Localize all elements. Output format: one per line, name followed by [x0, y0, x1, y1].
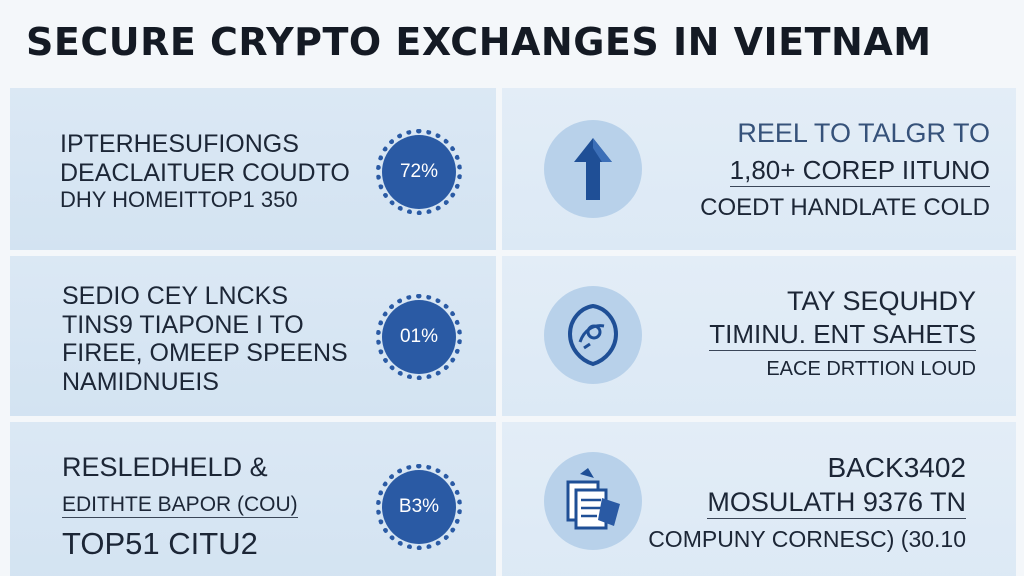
shield-coin-icon: [544, 286, 642, 384]
documents-icon: [544, 452, 642, 550]
card-line: EDITHTE BAPOR (COU): [62, 487, 298, 518]
card-line: TOP51 CITU2: [62, 525, 258, 561]
card-line: EACE DRTTION LOUD: [766, 357, 976, 380]
card-line: 1,80+ COREP IITUNO: [700, 154, 990, 187]
card-line: DHY HOMEITTOP1 350: [60, 187, 298, 212]
page-title: SECURE CRYPTO EXCHANGES IN VIETNAM: [26, 20, 932, 64]
card-line: COMPUNY CORNESC) (30.10: [648, 525, 966, 552]
card-line: NAMIDNUEIS: [62, 367, 219, 396]
card-line: BACK3402: [827, 452, 966, 483]
info-card: IPTERHESUFIONGS DEACLAITUER COUDTO DHY H…: [10, 88, 496, 250]
info-card: RESLEDHELD & EDITHTE BAPOR (COU) TOP51 C…: [10, 422, 496, 576]
card-line: MOSULATH 9376 TN: [648, 486, 966, 519]
card-line: FIREE, OMEEP SPEENS: [62, 339, 348, 367]
card-line: COEDT HANDLATE COLD: [700, 193, 990, 221]
percent-badge: 01%: [376, 294, 462, 380]
card-line-text: EDITHTE BAPOR (COU): [62, 492, 298, 518]
card-line-text: TIMINU. ENT SAHETS: [709, 318, 976, 351]
card-line: SEDIO CEY LNCKS: [62, 282, 289, 310]
card-line: RESLEDHELD &: [62, 452, 268, 482]
card-line: TIMINU. ENT SAHETS: [709, 318, 976, 351]
arrow-up-icon: [544, 120, 642, 218]
card-text: TAY SEQUHDY TIMINU. ENT SAHETS EACE DRTT…: [709, 286, 976, 380]
info-card: SEDIO CEY LNCKS TINS9 TIAPONE I TO FIREE…: [10, 256, 496, 416]
info-card: TAY SEQUHDY TIMINU. ENT SAHETS EACE DRTT…: [502, 256, 1016, 416]
card-text: SEDIO CEY LNCKS TINS9 TIAPONE I TO FIREE…: [62, 282, 348, 396]
card-line: IPTERHESUFIONGS: [60, 130, 299, 158]
card-line-text: MOSULATH 9376 TN: [707, 486, 966, 519]
info-card: REEL TO TALGR TO 1,80+ COREP IITUNO COED…: [502, 88, 1016, 250]
card-text: BACK3402 MOSULATH 9376 TN COMPUNY CORNES…: [648, 452, 966, 552]
percent-badge: B3%: [376, 464, 462, 550]
card-line: REEL TO TALGR TO: [737, 118, 990, 148]
card-text: RESLEDHELD & EDITHTE BAPOR (COU) TOP51 C…: [62, 452, 298, 561]
percent-badge: 72%: [376, 129, 462, 215]
card-text: IPTERHESUFIONGS DEACLAITUER COUDTO DHY H…: [60, 130, 350, 212]
card-text: REEL TO TALGR TO 1,80+ COREP IITUNO COED…: [700, 118, 990, 221]
info-grid: IPTERHESUFIONGS DEACLAITUER COUDTO DHY H…: [10, 88, 1016, 576]
card-line-text: 1,80+ COREP IITUNO: [729, 154, 990, 187]
info-card: BACK3402 MOSULATH 9376 TN COMPUNY CORNES…: [502, 422, 1016, 576]
card-line: TAY SEQUHDY: [786, 286, 976, 316]
card-line: DEACLAITUER COUDTO: [60, 158, 350, 187]
card-line: TINS9 TIAPONE I TO: [62, 310, 304, 339]
